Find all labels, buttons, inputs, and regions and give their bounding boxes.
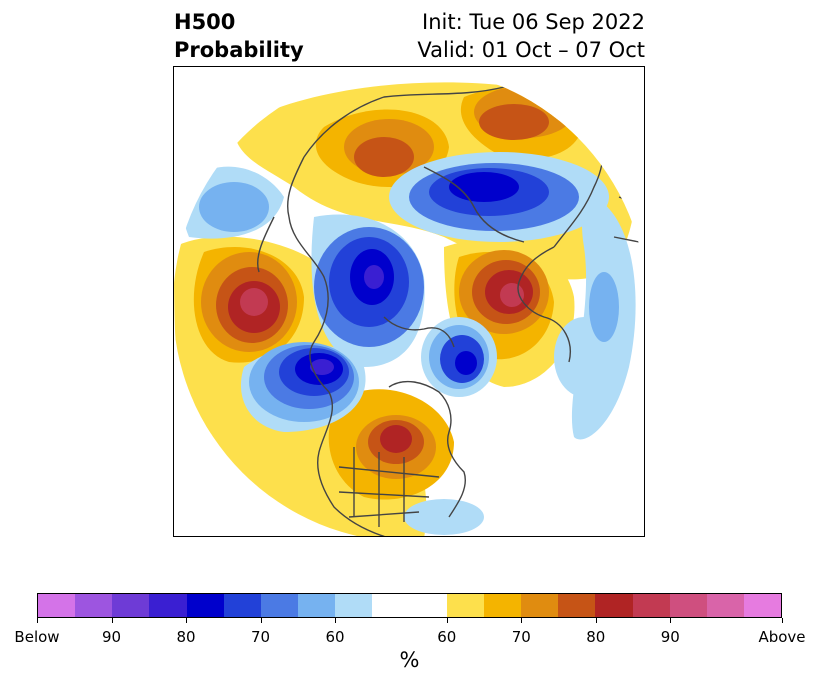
colorbar-tick-label: 90 (660, 628, 680, 646)
map-svg (174, 68, 644, 536)
colorbar (37, 593, 782, 618)
colorbar-segment (521, 594, 559, 617)
colorbar-segment (483, 594, 522, 617)
colorbar-segment (75, 594, 113, 617)
init-date: Init: Tue 06 Sep 2022 (422, 10, 645, 34)
colorbar-tick-label: Below (14, 628, 60, 646)
colorbar-tick-label: 80 (176, 628, 196, 646)
chart-title: H500 Probability (174, 8, 304, 64)
forecast-dates: Init: Tue 06 Sep 2022 Valid: 01 Oct – 07… (417, 8, 645, 64)
colorbar-tick (595, 618, 597, 623)
colorbar-tick (446, 618, 448, 623)
colorbar-segment (558, 594, 596, 617)
colorbar-segment (743, 594, 782, 617)
title-line2: Probability (174, 38, 304, 62)
colorbar-tick-label: 90 (101, 628, 122, 646)
map-fields (174, 68, 644, 536)
colorbar-segment (706, 594, 744, 617)
colorbar-segment (112, 594, 150, 617)
colorbar-tick (521, 618, 523, 623)
colorbar-tick (186, 618, 187, 623)
colorbar-tick (670, 618, 672, 623)
probability-map (173, 66, 645, 537)
colorbar-segment (446, 594, 484, 617)
colorbar-tick (782, 618, 783, 623)
colorbar-segment (186, 594, 224, 617)
colorbar-segment (149, 594, 187, 617)
colorbar-tick (111, 618, 113, 623)
colorbar-tick-label: Above (758, 628, 806, 646)
colorbar-segment (632, 594, 670, 617)
colorbar-tick-label: 80 (586, 628, 606, 646)
colorbar-segment (372, 594, 410, 617)
colorbar-tick (260, 618, 262, 623)
colorbar-segment (409, 594, 447, 617)
colorbar-segment (595, 594, 633, 617)
valid-period: Valid: 01 Oct – 07 Oct (417, 38, 645, 62)
title-line1: H500 (174, 10, 236, 34)
colorbar-tick-label: 60 (437, 628, 457, 646)
colorbar-segment (335, 594, 373, 617)
colorbar-tick (335, 618, 336, 623)
colorbar-segment (38, 594, 76, 617)
colorbar-tick-label: 70 (250, 628, 271, 646)
colorbar-segment (223, 594, 261, 617)
colorbar-segment (669, 594, 707, 617)
colorbar-ticks: Below 90 80 70 60 60 70 80 90 Above (14, 618, 806, 648)
colorbar-tick-label: 60 (325, 628, 345, 646)
colorbar-unit: % (399, 648, 420, 672)
below-lobes (182, 152, 636, 535)
colorbar-tick (37, 618, 38, 623)
colorbar-tick-label: 70 (511, 628, 531, 646)
colorbar-segment (298, 594, 336, 617)
colorbar-segment (260, 594, 299, 617)
